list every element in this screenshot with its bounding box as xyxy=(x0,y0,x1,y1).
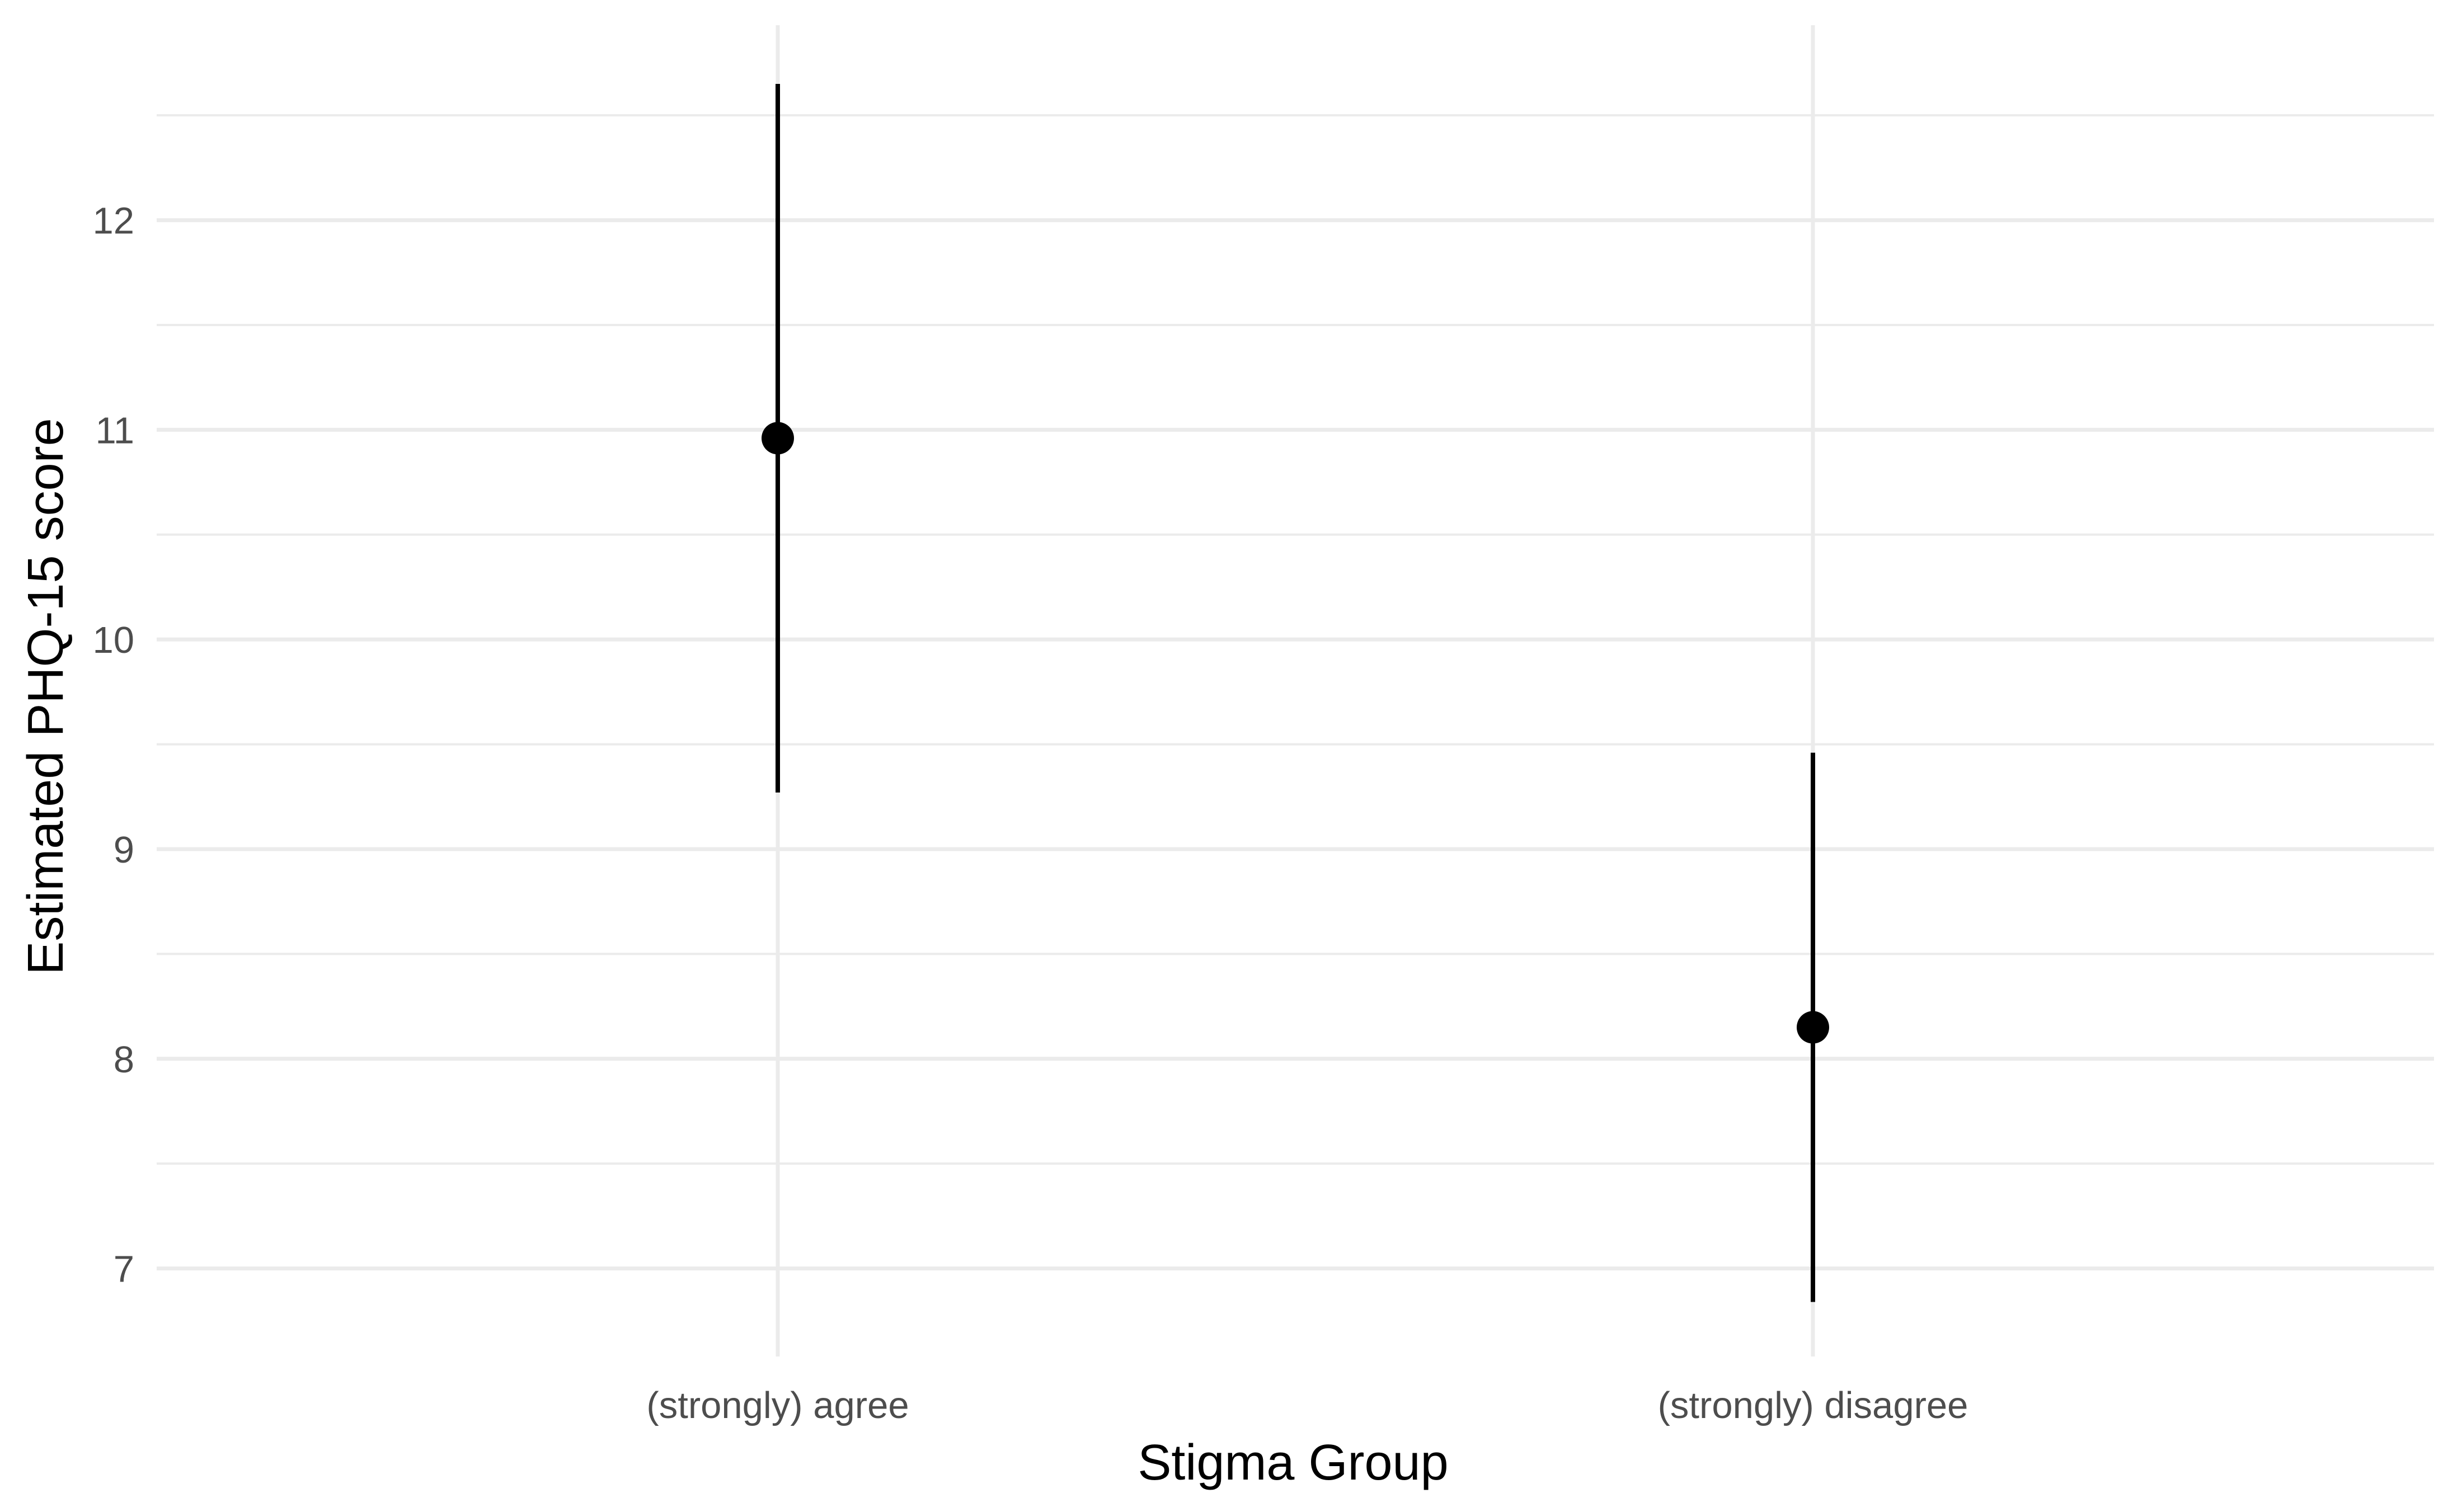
gridlines xyxy=(157,25,2434,1356)
x-tick-label: (strongly) disagree xyxy=(1658,1384,1968,1426)
y-tick-label: 9 xyxy=(114,829,134,871)
y-tick-label: 12 xyxy=(92,200,134,242)
y-tick-label: 7 xyxy=(114,1249,134,1290)
x-axis-title: Stigma Group xyxy=(1138,1435,1448,1491)
y-axis-title: Estimated PHQ-15 score xyxy=(18,418,74,974)
point-estimate xyxy=(1797,1011,1829,1044)
x-tick-labels: (strongly) agree (strongly) disagree xyxy=(646,1384,1968,1426)
y-tick-label: 10 xyxy=(92,619,134,661)
y-tick-label: 8 xyxy=(114,1039,134,1081)
data-marks xyxy=(762,83,1829,1302)
y-tick-label: 11 xyxy=(95,409,134,451)
point-estimate xyxy=(762,422,794,455)
y-tick-labels: 7 8 9 10 11 12 xyxy=(92,200,134,1290)
x-tick-label: (strongly) agree xyxy=(646,1384,909,1426)
